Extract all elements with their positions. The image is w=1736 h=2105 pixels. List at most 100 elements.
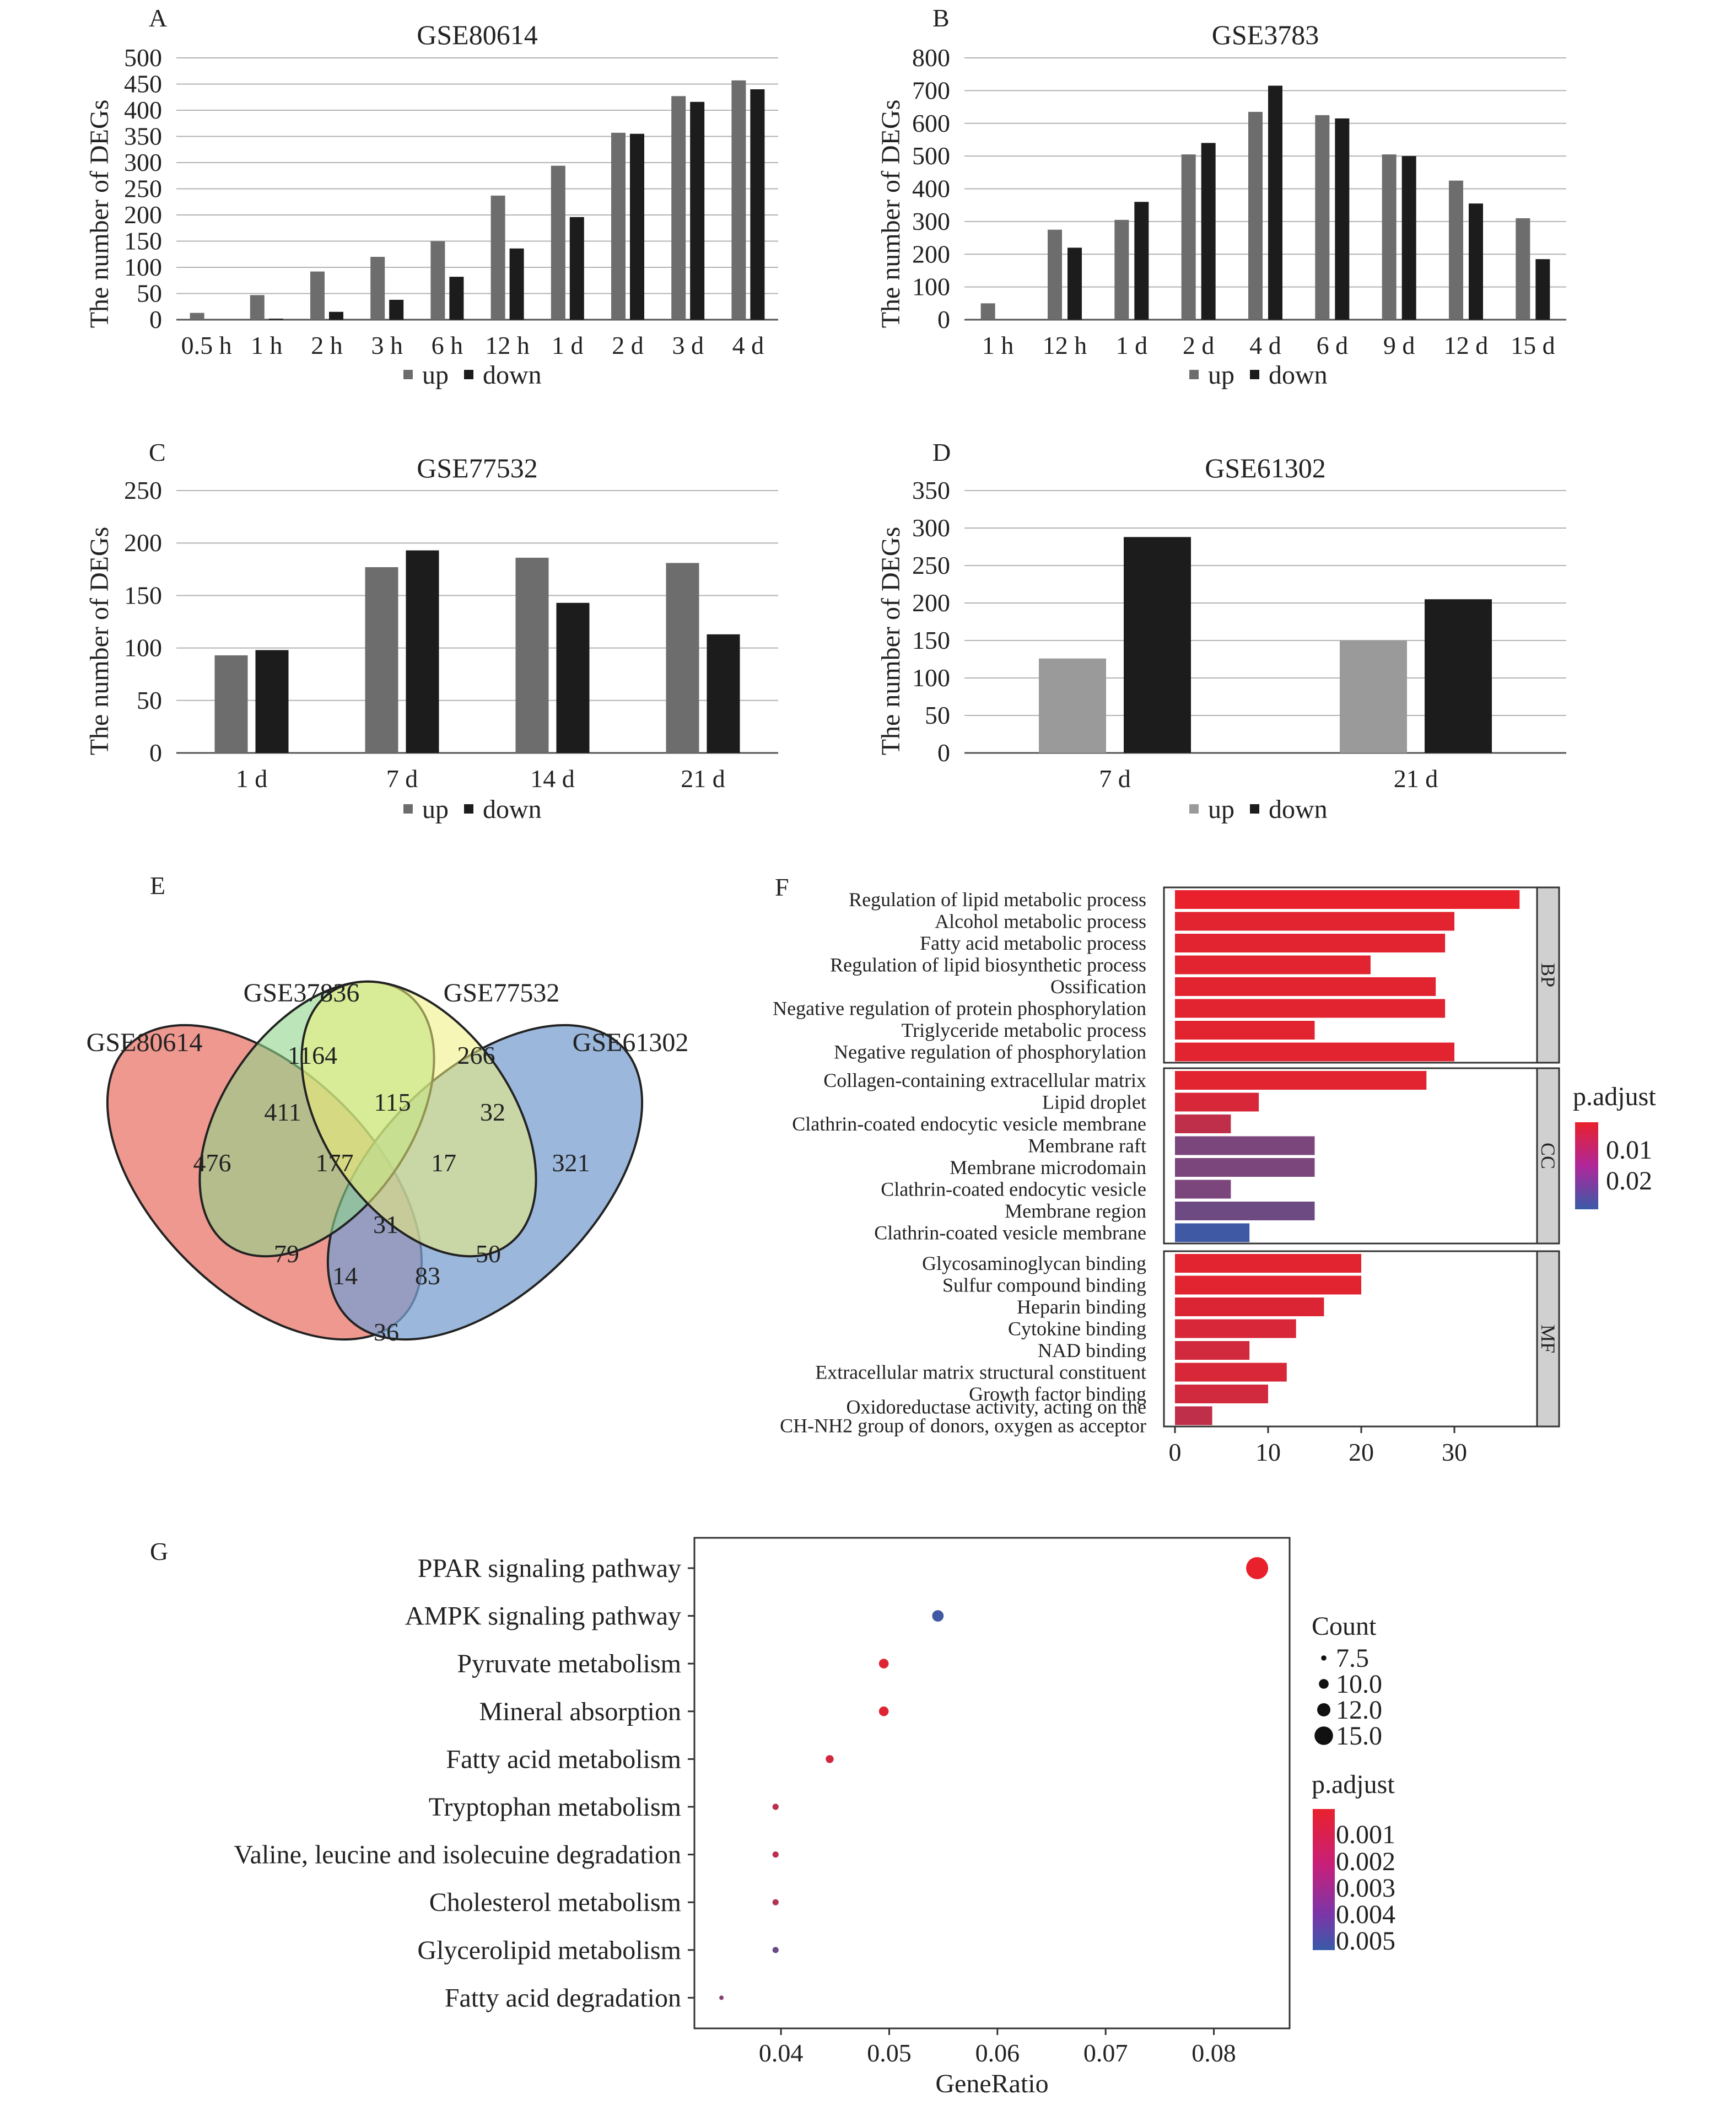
panel-letter-b: B — [932, 4, 950, 32]
bar-up — [671, 96, 686, 320]
legend-swatch-up-a — [403, 370, 413, 379]
go-term-label: Ossification — [1050, 976, 1146, 998]
bar-up — [365, 567, 398, 753]
go-bar-plot-f: BP Regulation of lipid metabolic processA… — [773, 886, 1560, 1466]
legend-tick-f: 0.02 — [1606, 1166, 1652, 1196]
y-tick-label: 700 — [912, 76, 950, 104]
chart-panel-d: D GSE61302 The number of DEGs 0 50 100 150 2… — [876, 438, 1566, 824]
go-term-label: Regulation of lipid metabolic process — [849, 889, 1146, 911]
x-tick-label: 0.08 — [1192, 2039, 1236, 2067]
bar-up — [980, 303, 995, 320]
legend-label-down-d: down — [1269, 795, 1328, 824]
pathway-dot — [1246, 1557, 1269, 1579]
go-term-label: Collagen-containing extracellular matrix — [823, 1069, 1146, 1091]
y-tick-label: 0 — [149, 305, 162, 333]
pathway-dot — [772, 1899, 779, 1905]
x-tick-label: 4 d — [1249, 331, 1281, 359]
x-tick-label: 2 d — [612, 331, 644, 359]
pathway-label: PPAR signaling pathway — [418, 1554, 681, 1583]
facet-strip — [1536, 886, 1560, 1064]
y-tick-label: 100 — [912, 664, 950, 692]
go-term-label: Oxidoreductase activity, acting on the — [847, 1396, 1146, 1418]
pathway-dot — [826, 1755, 834, 1763]
y-axis-label-d: The number of DEGs — [876, 527, 905, 756]
bar-up — [731, 80, 746, 320]
go-term-label: Triglyceride metabolic process — [901, 1019, 1146, 1041]
pathway-label: Valine, leucine and isolecuine degradati… — [234, 1840, 681, 1870]
x-tick-label: 30 — [1442, 1438, 1467, 1466]
venn-count: 17 — [431, 1149, 456, 1177]
x-tick-label: 0.5 h — [181, 331, 232, 359]
go-bar — [1175, 934, 1446, 952]
bar-up — [1114, 219, 1129, 320]
bar-up — [190, 313, 204, 320]
bar-up — [1516, 218, 1530, 320]
count-legend-dot — [1321, 1655, 1327, 1661]
bar-up — [1315, 115, 1330, 320]
go-bar — [1175, 1042, 1454, 1062]
venn-count: 31 — [373, 1210, 398, 1239]
y-tick-label: 100 — [124, 253, 162, 281]
y-tick-label: 300 — [912, 514, 950, 542]
y-tick-label: 500 — [912, 142, 950, 170]
pathway-dot — [878, 1706, 889, 1716]
bar-down — [268, 319, 283, 320]
go-term-label: Membrane microdomain — [950, 1156, 1146, 1178]
y-tick-label: 400 — [124, 96, 162, 124]
legend-tick-f: 0.01 — [1606, 1135, 1652, 1165]
plot-area-b: 0 100 200 300 400 500 600 700 800 1 h 12 h 1 d 2 d 4 … — [912, 44, 1566, 359]
bar-down — [449, 277, 464, 320]
go-term-label: Lipid droplet — [1042, 1091, 1146, 1113]
go-enrichment-panel-f: F BP Regulation of lipid metabolic proces… — [773, 873, 1656, 1466]
go-bar — [1175, 1298, 1324, 1316]
y-tick-label: 50 — [925, 701, 950, 729]
legend-swatch-down-b — [1250, 370, 1259, 379]
bar-down — [255, 650, 289, 753]
y-tick-label: 300 — [912, 207, 950, 235]
go-bar — [1175, 1136, 1315, 1155]
x-tick-label: 15 d — [1511, 331, 1555, 359]
bar-down — [1425, 599, 1492, 753]
panel-letter-a: A — [149, 4, 167, 32]
go-bar — [1175, 1115, 1231, 1133]
y-tick-label: 350 — [124, 122, 162, 150]
bar-up — [1248, 111, 1263, 320]
x-tick-label: 7 d — [1099, 765, 1131, 793]
legend-swatch-up-d — [1189, 804, 1199, 814]
pathway-label: Mineral absorption — [479, 1697, 681, 1726]
legend-d: up down — [1189, 795, 1328, 824]
plot-area-d: 0 50 100 150 200 250 300 350 7 d 21 d — [912, 476, 1566, 793]
go-term-label: Alcohol metabolic process — [935, 911, 1146, 933]
go-bar — [1175, 1341, 1250, 1360]
bar-up — [1382, 154, 1397, 320]
y-tick-label: 100 — [912, 273, 950, 301]
count-legend-label: 15.0 — [1336, 1721, 1382, 1751]
venn-count: 177 — [316, 1149, 354, 1177]
y-tick-label: 250 — [124, 175, 162, 203]
legend-a: up down — [403, 360, 542, 390]
go-term-label: Fatty acid metabolic process — [920, 932, 1146, 954]
venn-set-gse77532 — [300, 980, 537, 1258]
go-term-label: Glycosaminoglycan binding — [922, 1252, 1146, 1274]
pathway-label: Tryptophan metabolism — [429, 1792, 681, 1822]
x-tick-label: 21 d — [1394, 765, 1438, 793]
chart-title-c: GSE77532 — [417, 453, 537, 483]
x-tick-label: 1 d — [236, 765, 268, 793]
x-tick-label: 7 d — [386, 765, 418, 793]
legend-label-up-a: up — [422, 360, 449, 390]
chart-panel-c: C GSE77532 The number of DEGs 0 50 100 150 2… — [85, 438, 778, 824]
count-legend-title-g: Count — [1312, 1612, 1377, 1641]
x-tick-label: 10 — [1255, 1438, 1281, 1466]
venn-label-gse77532: GSE77532 — [444, 978, 560, 1008]
bar-up — [666, 563, 699, 753]
go-term-label: Cytokine binding — [1008, 1318, 1146, 1340]
pathway-label: AMPK signaling pathway — [405, 1602, 681, 1631]
x-tick-label: 9 d — [1383, 331, 1415, 359]
facet-strip — [1536, 1250, 1560, 1428]
p-adjust-legend-g: p.adjust 0.001 0.002 0.003 0.004 0.005 — [1312, 1770, 1395, 1956]
plot-area-c: 0 50 100 150 200 250 1 d 7 d 14 d 21 d — [124, 476, 778, 793]
bar-down — [690, 101, 705, 320]
bar-up — [1048, 229, 1062, 320]
plot-frame — [693, 1537, 1291, 2029]
x-tick-label: 1 d — [1116, 331, 1148, 359]
